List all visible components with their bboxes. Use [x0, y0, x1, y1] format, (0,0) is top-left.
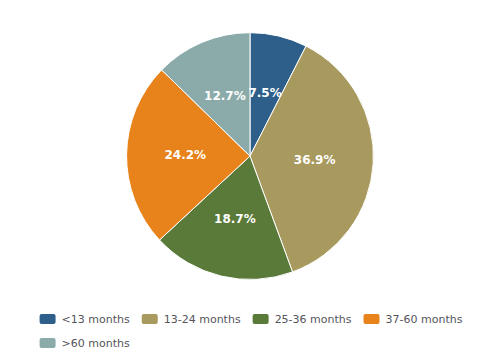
- svg-text:18.7%: 18.7%: [214, 212, 256, 226]
- svg-text:12.7%: 12.7%: [204, 89, 246, 103]
- svg-text:>60 months: >60 months: [62, 337, 130, 350]
- svg-text:7.5%: 7.5%: [248, 86, 281, 100]
- svg-text:<13 months: <13 months: [62, 313, 130, 326]
- svg-text:25-36 months: 25-36 months: [275, 313, 352, 326]
- svg-text:36.9%: 36.9%: [294, 153, 336, 167]
- svg-text:37-60 months: 37-60 months: [386, 313, 463, 326]
- svg-text:13-24 months: 13-24 months: [164, 313, 241, 326]
- svg-text:24.2%: 24.2%: [164, 148, 206, 162]
